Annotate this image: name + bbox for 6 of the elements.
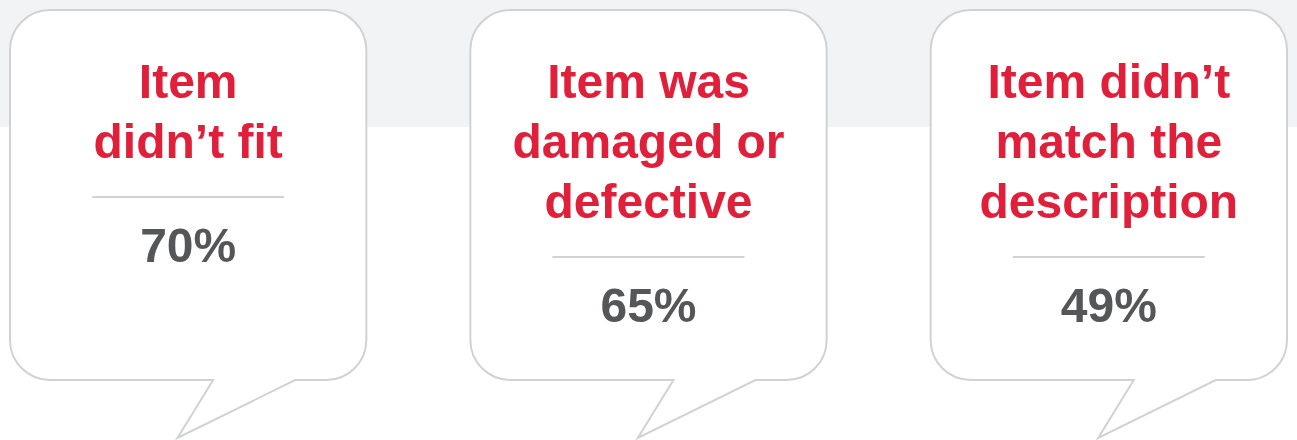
category-label: Item didn’t match the description [979,55,1239,229]
category-label: Item was damaged or defective [512,55,785,229]
category-label: Item didn’t fit [93,55,283,169]
data-label: 65% [600,279,697,333]
data-label: 49% [1060,279,1157,333]
data-label: 70% [140,219,237,273]
